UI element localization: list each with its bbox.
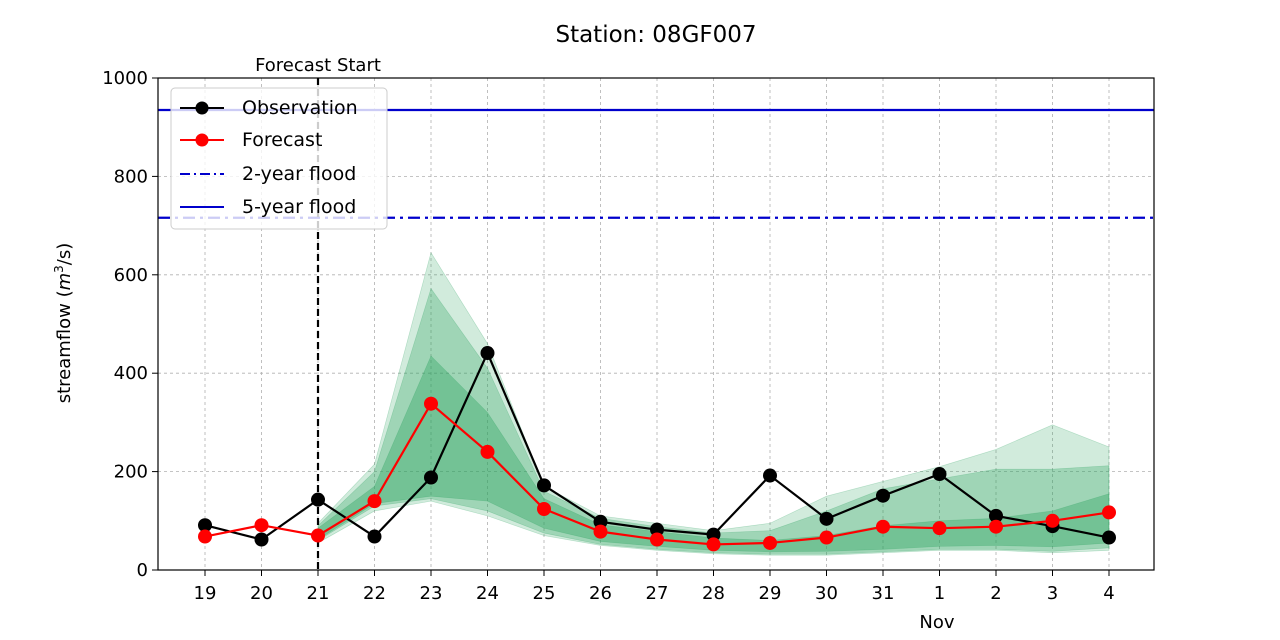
observation-point <box>480 346 495 361</box>
legend: Observation Forecast 2-year flood 5-year… <box>170 87 388 230</box>
legend-5-year-flood-label: 5-year flood <box>242 196 356 218</box>
x-tick-label: 26 <box>589 583 612 604</box>
x-tick-label: 22 <box>363 583 386 604</box>
forecast-point <box>311 528 325 543</box>
chart-title: Station: 08GF007 <box>555 22 756 48</box>
x-tick-label: 19 <box>194 583 217 604</box>
x-tick-label: 1 <box>934 583 945 604</box>
observation-point <box>198 518 212 533</box>
legend-forecast-marker <box>195 133 209 147</box>
forecast-point <box>1045 513 1060 528</box>
observation-point <box>706 527 721 542</box>
x-tick-label: 20 <box>250 583 273 604</box>
forecast-point <box>198 529 212 544</box>
observation-point <box>932 467 947 482</box>
observation-point <box>989 508 1003 523</box>
forecast-point <box>593 524 608 539</box>
grid-lines <box>158 77 1154 571</box>
y-tick-label: 0 <box>137 560 148 581</box>
observation-point <box>819 511 834 526</box>
y-tick-label: 600 <box>114 265 148 286</box>
legend-observation-marker <box>195 101 209 115</box>
forecast-point <box>932 521 947 536</box>
legend-observation-label: Observation <box>242 97 358 119</box>
y-tick-label: 800 <box>114 166 148 187</box>
x-tick-label: 23 <box>420 583 443 604</box>
forecast-point <box>706 537 721 552</box>
forecast-point <box>480 444 495 459</box>
forecast-point <box>650 532 664 547</box>
y-axis-label: streamflow (m3/s) <box>52 243 75 404</box>
observation-point <box>650 522 664 537</box>
x-tick-label: 3 <box>1047 583 1058 604</box>
forecast-point <box>763 535 777 550</box>
x-tick-label: 28 <box>702 583 725 604</box>
forecast-point <box>989 519 1003 534</box>
legend-2-year-flood-label: 2-year flood <box>242 163 356 185</box>
observation-point <box>254 532 269 547</box>
legend-frame <box>170 87 388 230</box>
legend-forecast-label: Forecast <box>242 129 322 151</box>
x-tick-label: 30 <box>815 583 838 604</box>
forecast-point <box>254 518 269 533</box>
x-tick-label: 4 <box>1103 583 1114 604</box>
forecast-point <box>819 530 834 545</box>
forecast-start-label: Forecast Start <box>255 55 381 76</box>
x-tick-label: 21 <box>307 583 330 604</box>
x-tick-label: 31 <box>872 583 895 604</box>
forecast-point <box>1102 505 1116 520</box>
x-tick-label: 25 <box>533 583 556 604</box>
observation-point <box>367 529 382 544</box>
x-tick-label: 24 <box>476 583 499 604</box>
x-tick-label: 27 <box>646 583 669 604</box>
observation-point <box>763 468 777 483</box>
x-axis-label: Nov <box>919 612 954 633</box>
observation-point <box>876 488 890 503</box>
data-series <box>198 346 1116 552</box>
x-tick-label: 2 <box>990 583 1001 604</box>
x-tick-label: 29 <box>759 583 782 604</box>
forecast-point <box>537 501 551 516</box>
observation-point <box>537 478 551 493</box>
observation-point <box>593 514 608 529</box>
axes: 19 20 21 22 23 24 25 26 27 28 29 30 31 1 2 3 40200400600… <box>102 68 1155 604</box>
y-tick-label: 400 <box>114 363 148 384</box>
observation-point <box>1102 530 1116 545</box>
plot-frame <box>157 77 1155 571</box>
y-tick-label: 1000 <box>102 68 148 89</box>
observation-point <box>424 470 438 485</box>
observation-point <box>311 492 325 507</box>
forecast-point <box>424 396 438 411</box>
forecast-point <box>876 519 890 534</box>
forecast-point <box>367 494 382 509</box>
y-tick-label: 200 <box>114 462 148 483</box>
